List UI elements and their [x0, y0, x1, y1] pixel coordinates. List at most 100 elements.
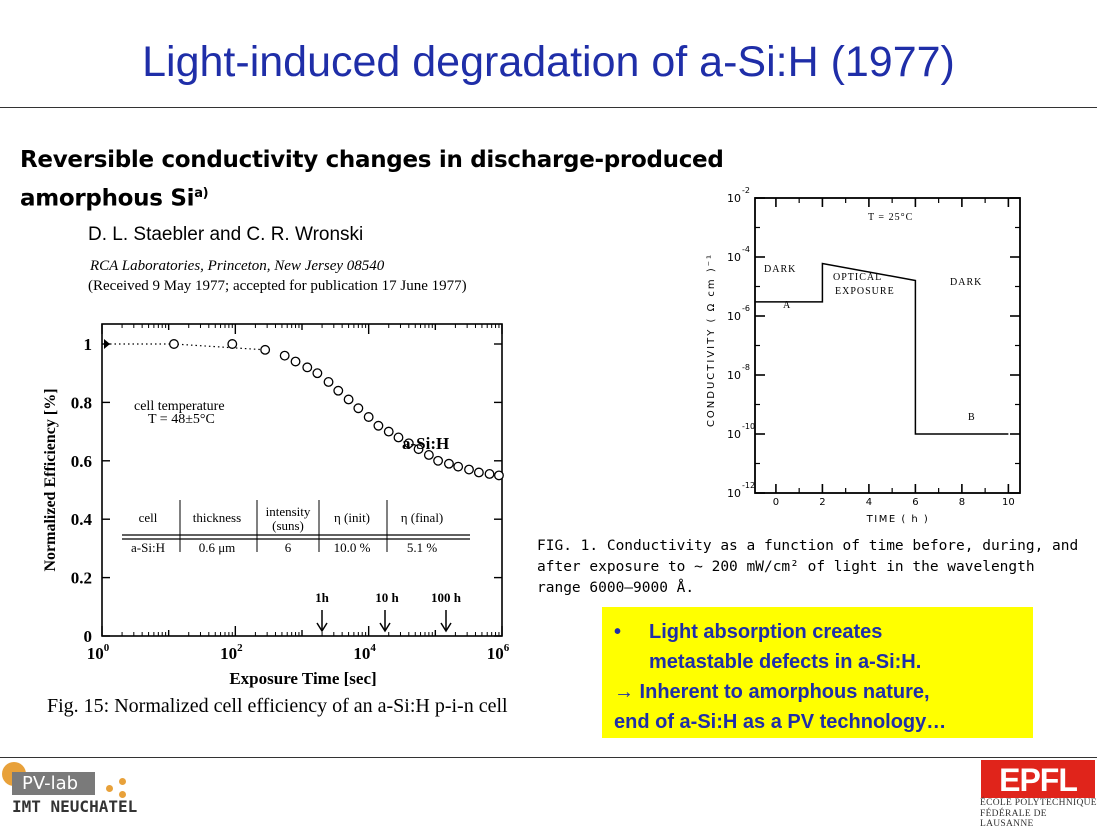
paper-received: (Received 9 May 1977; accepted for publi…	[88, 278, 467, 294]
pvlab-logo: PV-lab	[12, 772, 95, 795]
fig15-initial-dotted-line	[110, 343, 266, 351]
fig15-marker-100h-head	[440, 622, 452, 633]
fig15-data-point	[423, 450, 434, 460]
fig15-td-thickness: 0.6 μm	[199, 540, 236, 555]
fig15-marker-10h-label: 10 h	[375, 590, 399, 605]
fig1-ytick-label: 10	[727, 310, 741, 323]
fig1-caption-line3: range 6000—9000 Å.	[537, 580, 695, 596]
fig1-xtick-label: 8	[959, 497, 965, 508]
fig1-ytick-label: 10	[727, 192, 741, 205]
fig1-ylabel: CONDUCTIVITY ( Ω cm )⁻¹	[706, 253, 717, 427]
fig15-xticks: 100 102 104 106	[87, 324, 510, 663]
fig15-xlabel: Exposure Time [sec]	[229, 669, 376, 688]
fig15-th-suns: (suns)	[272, 518, 304, 533]
fig15-data-point	[393, 432, 404, 443]
fig15-curve-label: a-Si:H	[402, 434, 449, 453]
fig1-xlabel: TIME ( h )	[866, 514, 930, 525]
fig1-label-dark1: DARK	[764, 264, 796, 275]
bottom-divider	[0, 757, 1097, 758]
epfl-subtitle-1: ÉCOLE POLYTECHNIQUE	[980, 798, 1097, 808]
fig1-xtick-label: 4	[866, 497, 872, 508]
fig15-data-point	[413, 444, 424, 455]
fig1-xtick-label: 10	[1002, 497, 1015, 508]
fig1-label-optical2: EXPOSURE	[835, 286, 895, 297]
fig15-th-final: η (final)	[401, 510, 444, 525]
slide-title: Light-induced degradation of a-Si:H (197…	[142, 38, 955, 86]
pvlab-dot-icon	[119, 778, 126, 785]
fig15-data-point	[473, 467, 484, 478]
fig15-marker-1h-label: 1h	[315, 590, 330, 605]
fig1-conductivity-curve	[755, 262, 1009, 435]
fig15-ytick-label: 0.8	[71, 393, 92, 412]
highlight-bullet-row: • Light absorption creates	[614, 617, 1033, 647]
fig1-ytick-exp: -8	[742, 363, 750, 372]
fig15-th-cell: cell	[139, 510, 158, 525]
paper-title-line1: Reversible conductivity changes in disch…	[20, 147, 724, 173]
fig1-ytick-exp: -6	[742, 304, 750, 313]
bullet-icon: •	[614, 621, 622, 643]
fig1-label-optical1: OPTICAL	[833, 272, 882, 283]
fig15-data-point	[290, 356, 301, 367]
fig15-xtick-label: 106	[487, 642, 510, 663]
highlight-line3: → Inherent to amorphous nature,	[614, 681, 930, 703]
fig1-ytick-exp: -10	[742, 422, 755, 431]
epfl-logo: EPFL	[981, 760, 1095, 798]
fig15-th-init: η (init)	[334, 510, 370, 525]
highlight-line4: end of a-Si:H as a PV technology…	[614, 711, 947, 733]
fig15-td-final: 5.1 %	[407, 540, 438, 555]
fig15-data-point	[227, 339, 238, 349]
fig15-xtick-label: 100	[87, 642, 110, 663]
fig15-xtick-label: 104	[353, 642, 376, 663]
fig15-marker-100h-label: 100 h	[431, 590, 462, 605]
fig15-marker-1h-head	[316, 622, 328, 633]
fig1-ytick-label: 10	[727, 428, 741, 441]
fig15-data-point	[302, 362, 313, 373]
fig15-data-point	[433, 455, 444, 466]
fig15-data-point	[484, 468, 495, 479]
paper-title-line2: amorphous Sia)	[20, 177, 724, 216]
fig1-ytick-exp: -2	[742, 186, 750, 195]
fig15-chart: 0 0.2 0.4 0.6 0.8 1 100 102 104 106 Normalized E…	[42, 323, 510, 688]
fig15-data-point	[279, 350, 290, 361]
fig15-td-cell: a-Si:H	[131, 540, 165, 555]
fig1-caption-line1: FIG. 1. Conductivity as a function of ti…	[537, 538, 1079, 554]
fig15-ytick-label: 0.4	[71, 510, 93, 529]
fig15-data-point	[464, 464, 474, 475]
fig1-xtick-label: 6	[912, 497, 918, 508]
fig15-data-point	[260, 344, 271, 355]
fig15-ytick-label: 0.6	[71, 452, 92, 471]
fig15-start-arrow	[104, 339, 110, 349]
fig15-marker-1h: 1h	[315, 590, 330, 633]
fig1-label-b: B	[968, 412, 976, 423]
fig1-frame	[754, 197, 1021, 494]
fig15-ylabel: Normalized Efficiency [%]	[42, 388, 59, 571]
fig1-xtick-label: 2	[819, 497, 825, 508]
fig15-data-point	[168, 339, 179, 349]
fig15-ytick-label: 0.2	[71, 569, 92, 588]
fig15-td-init: 10.0 %	[334, 540, 371, 555]
fig15-yticks: 0 0.2 0.4 0.6 0.8 1	[71, 335, 502, 646]
fig15-data-point	[443, 458, 454, 469]
top-divider	[0, 107, 1097, 108]
pvlab-dot-icon	[119, 791, 126, 798]
fig15-data-point	[353, 403, 364, 414]
fig15-celltemp-2: T = 48±5°C	[148, 412, 215, 427]
epfl-logo-bg	[981, 760, 1095, 798]
fig15-th-thickness: thickness	[193, 510, 241, 525]
imt-neuchatel-logo: IMT NEUCHATEL	[12, 797, 138, 816]
fig1-caption: FIG. 1. Conductivity as a function of ti…	[537, 536, 1097, 599]
fig15-ytick-label: 0	[84, 627, 93, 646]
fig15-xtick-label: 102	[220, 642, 243, 663]
fig1-ytick-exp: -12	[742, 481, 755, 490]
highlight-line2: metastable defects in a-Si:H.	[649, 651, 922, 673]
fig15-data-point	[333, 385, 344, 396]
fig15-data-point	[323, 377, 334, 387]
fig15-td-intensity: 6	[285, 540, 292, 555]
fig15-data-point	[383, 426, 394, 437]
fig1-ytick-label: 10	[727, 251, 741, 264]
paper-authors: D. L. Staebler and C. R. Wronski	[88, 224, 364, 245]
fig15-points	[104, 339, 504, 481]
fig15-ytick-label: 1	[84, 335, 93, 354]
fig1-label-a: A	[783, 300, 791, 311]
